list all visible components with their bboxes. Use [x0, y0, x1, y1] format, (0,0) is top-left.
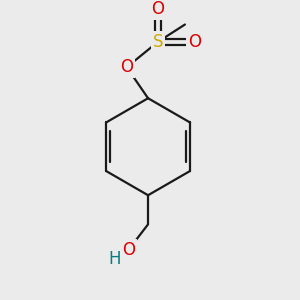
Text: S: S — [152, 33, 163, 51]
Text: O: O — [188, 33, 201, 51]
Text: H: H — [109, 250, 121, 268]
Text: O: O — [120, 58, 133, 76]
Text: O: O — [122, 241, 135, 259]
Text: O: O — [151, 0, 164, 18]
